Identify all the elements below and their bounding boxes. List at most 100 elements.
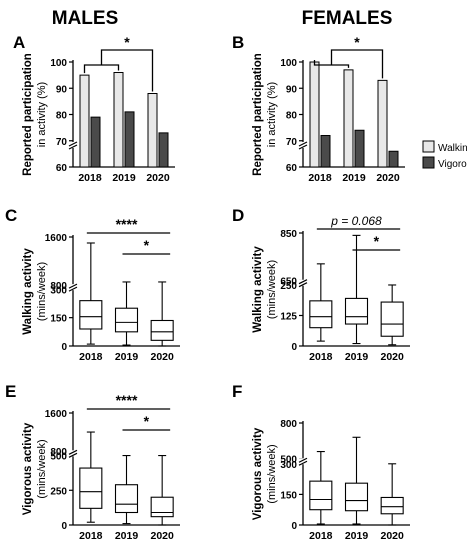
y-axis-label-units: (mins/week)	[266, 260, 278, 319]
legend-swatch-vigorous	[422, 156, 435, 169]
y-axis-label-units: in activity (%)	[266, 82, 278, 147]
bar-walking-2020	[147, 93, 158, 168]
significance-bracket-outer	[330, 49, 384, 79]
bar-walking-2018	[309, 61, 320, 168]
axis-break-mark	[68, 452, 78, 458]
axis-break-mark	[68, 283, 78, 289]
x-tick-label: 2018	[79, 530, 103, 542]
y-tick-label: 250	[50, 486, 67, 497]
y-tick-label: 70	[56, 137, 68, 148]
y-tick-label: 0	[291, 521, 297, 532]
y-tick-label: 90	[286, 84, 298, 95]
significance-label-2019-2020: *	[374, 233, 380, 249]
x-tick-label: 2019	[345, 530, 369, 542]
y-axis-label: Walking activity	[252, 246, 264, 333]
panel-letter-d: D	[232, 206, 244, 225]
box-2018	[79, 300, 103, 330]
x-tick-label: 2019	[345, 351, 369, 363]
panel-b: B 60 70 80 90 100 Reported participation in act…	[232, 33, 405, 184]
x-tick-label: 2018	[308, 172, 332, 184]
panel-letter-c: C	[5, 206, 17, 225]
y-axis-label-units: (mins/week)	[266, 444, 278, 503]
axis-break-gap	[69, 142, 77, 148]
significance-star: *	[124, 34, 130, 50]
x-tick-label: 2020	[150, 351, 174, 363]
panel-letter-b: B	[232, 33, 244, 52]
significance-bracket-inner	[83, 64, 120, 74]
axis-break-gap	[299, 279, 307, 286]
y-tick-label: 80	[56, 111, 68, 122]
y-tick-label: 300	[50, 285, 67, 296]
y-axis-label-units: (mins/week)	[36, 439, 48, 498]
legend-swatch-walking	[422, 140, 435, 153]
axis-break-mark	[298, 282, 308, 288]
y-tick-label: 1600	[45, 233, 68, 244]
significance-label-2019-2020: *	[144, 413, 150, 429]
axis-break-mark	[298, 457, 308, 463]
axis-break-mark	[68, 141, 78, 147]
x-tick-label: 2020	[150, 530, 174, 542]
box-2020	[150, 319, 174, 341]
y-tick-label: 150	[50, 314, 67, 325]
box-2019	[344, 297, 369, 325]
y-axis-label: Walking activity	[22, 248, 34, 335]
y-tick-label: 125	[280, 311, 297, 322]
y-tick-label: 90	[56, 84, 68, 95]
y-tick-label: 850	[280, 229, 297, 240]
box-2018	[309, 300, 333, 329]
y-tick-label: 800	[280, 419, 297, 430]
box-2018	[309, 480, 333, 511]
y-tick-label: 800	[50, 281, 67, 292]
x-tick-label: 2020	[380, 530, 404, 542]
y-tick-label: 60	[56, 163, 68, 174]
y-tick-label: 0	[291, 342, 297, 353]
panel-letter-a: A	[13, 33, 25, 52]
bar-vigorous-2019	[124, 111, 135, 168]
y-tick-label: 500	[280, 455, 297, 466]
axis-break-mark	[298, 141, 308, 147]
panel-letter-e: E	[5, 382, 16, 401]
y-tick-label: 650	[280, 276, 297, 287]
bar-vigorous-2020	[388, 150, 399, 168]
axis-break-gap	[69, 284, 77, 291]
panel-letter-f: F	[232, 382, 242, 401]
legend: Walking Vigorous	[422, 140, 467, 170]
axis-break-mark	[298, 279, 308, 285]
column-title-females: FEMALES	[302, 8, 393, 29]
bar-vigorous-2018	[90, 116, 101, 168]
legend-label-vigorous: Vigorous	[438, 159, 467, 170]
y-tick-label: 100	[280, 58, 297, 69]
significance-label-2018-2020: p = 0.068	[330, 214, 382, 228]
bar-vigorous-2018	[320, 135, 331, 168]
column-title-males: MALES	[52, 8, 119, 29]
axis-break-gap	[299, 458, 307, 465]
x-tick-label: 2019	[342, 172, 366, 184]
x-tick-label: 2020	[376, 172, 400, 184]
y-axis-label-units: (mins/week)	[36, 262, 48, 321]
box-2018	[79, 467, 103, 509]
panel-a: A 60 70 80 90 100 Reported participation in act…	[13, 33, 175, 184]
y-tick-label: 70	[286, 137, 298, 148]
x-tick-label: 2020	[146, 172, 170, 184]
bar-walking-2019	[343, 69, 354, 168]
significance-label-2018-2020: ****	[116, 392, 138, 408]
y-axis-label: Vigorous activity	[252, 427, 264, 520]
y-tick-label: 800	[50, 447, 67, 458]
axis-break-mark	[298, 460, 308, 466]
axis-break-mark	[68, 449, 78, 455]
y-tick-label: 150	[280, 490, 297, 501]
y-tick-label: 0	[61, 521, 67, 532]
y-axis-label: Vigorous activity	[22, 422, 34, 515]
y-tick-label: 60	[286, 163, 298, 174]
significance-bracket-outer	[100, 49, 154, 92]
box-2020	[150, 496, 174, 518]
y-tick-label: 80	[286, 111, 298, 122]
axis-break-gap	[69, 450, 77, 457]
y-tick-label: 250	[280, 281, 297, 292]
y-axis-label-units: in activity (%)	[36, 82, 48, 147]
y-tick-label: 100	[50, 58, 67, 69]
y-axis-label: Reported participation	[22, 53, 34, 176]
significance-star: *	[354, 34, 360, 50]
